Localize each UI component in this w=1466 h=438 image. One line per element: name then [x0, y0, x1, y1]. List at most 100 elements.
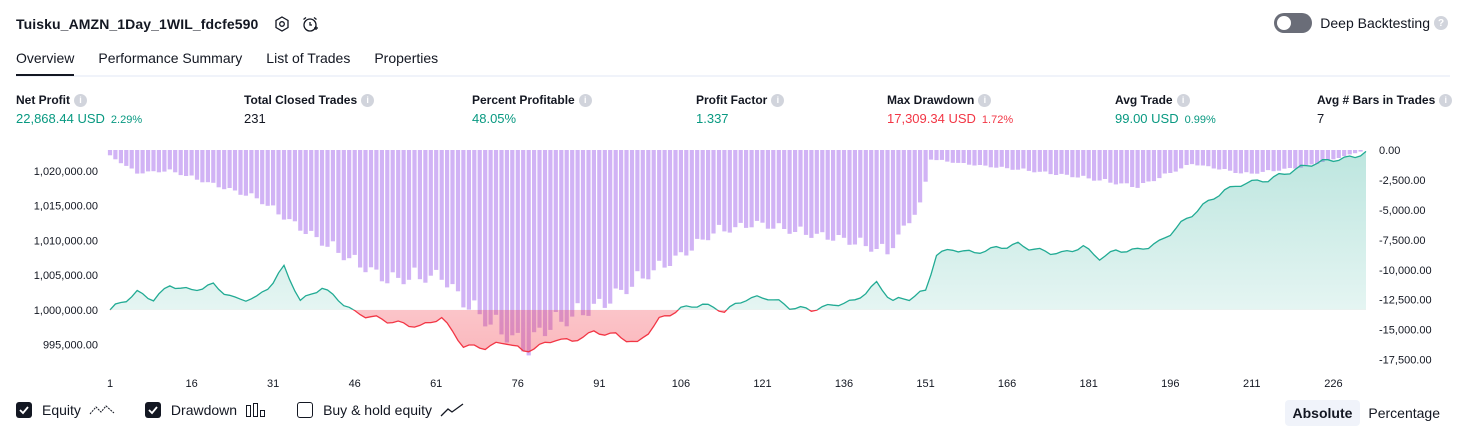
metric-percent-profitable: Percent Profitable i 48.05% — [472, 93, 592, 126]
drawdown-bar — [662, 150, 667, 268]
info-icon[interactable]: i — [771, 93, 785, 107]
drawdown-bar — [771, 150, 776, 229]
buy-hold-label: Buy & hold equity — [323, 402, 433, 418]
drawdown-bar — [1179, 150, 1184, 169]
drawdown-bar — [178, 150, 183, 176]
drawdown-bar — [341, 150, 346, 261]
equity-area-below — [110, 309, 1366, 352]
drawdown-bar — [352, 150, 357, 255]
drawdown-bar — [129, 150, 134, 169]
drawdown-bar — [515, 150, 520, 333]
drawdown-bar — [450, 150, 455, 285]
drawdown-bar — [880, 150, 885, 244]
x-axis-label: 211 — [1243, 378, 1261, 390]
drawdown-bar — [1336, 150, 1341, 158]
info-icon[interactable]: i — [1439, 93, 1453, 107]
drawdown-bar — [483, 150, 488, 327]
drawdown-bar — [184, 150, 189, 176]
drawdown-bar — [319, 150, 325, 246]
drawdown-bar — [521, 150, 526, 352]
info-icon[interactable]: i — [1176, 93, 1190, 107]
drawdown-bar — [744, 150, 749, 228]
drawdown-bar — [727, 150, 732, 233]
drawdown-bar — [945, 150, 950, 162]
equity-area-above — [110, 151, 1366, 310]
drawdown-bar — [896, 150, 901, 235]
drawdown-bar — [847, 150, 852, 245]
drawdown-bar — [211, 150, 216, 183]
metric-value: 99.00 USD — [1115, 111, 1179, 126]
drawdown-bar — [629, 150, 635, 287]
drawdown-bar — [831, 150, 836, 241]
tab-list-of-trades[interactable]: List of Trades — [266, 50, 351, 66]
x-axis-label: 106 — [672, 378, 690, 390]
tab-performance-summary[interactable]: Performance Summary — [98, 50, 243, 66]
drawdown-bar — [874, 150, 879, 249]
buy-hold-checkbox[interactable] — [297, 402, 314, 418]
drawdown-bar — [162, 150, 167, 172]
metric-label: Avg # Bars in Trades — [1317, 93, 1436, 107]
help-icon[interactable]: ? — [1434, 16, 1448, 30]
percentage-button[interactable]: Percentage — [1368, 405, 1440, 421]
absolute-button[interactable]: Absolute — [1284, 400, 1361, 426]
metric-total-closed-trades: Total Closed Trades i 231 — [244, 93, 375, 126]
drawdown-bar — [1222, 150, 1227, 169]
drawdown-bar — [1005, 150, 1010, 169]
drawdown-bar — [695, 150, 700, 239]
legend-buy-hold[interactable]: Buy & hold equity — [297, 402, 464, 418]
drawdown-bar — [303, 150, 308, 234]
equity-checkbox[interactable] — [16, 402, 32, 418]
drawdown-label: Drawdown — [170, 402, 238, 418]
left-axis-label: 1,000,000.00 — [34, 305, 98, 317]
drawdown-bar — [493, 150, 499, 315]
drawdown-bar — [1141, 150, 1146, 183]
drawdown-bar — [417, 150, 422, 280]
info-icon[interactable]: i — [978, 93, 992, 107]
drawdown-bar — [401, 150, 406, 285]
drawdown-bar — [298, 150, 303, 231]
drawdown-bar — [379, 150, 384, 282]
drawdown-bar — [385, 150, 390, 284]
drawdown-bar — [292, 150, 297, 222]
deep-backtesting-toggle[interactable] — [1274, 13, 1313, 33]
drawdown-bar — [1233, 150, 1238, 173]
drawdown-bar — [254, 150, 259, 199]
equity-chart[interactable]: 1,020,000.00 1,015,000.00 1,010,000.00 1,00… — [0, 140, 1466, 396]
info-icon[interactable]: i — [74, 93, 87, 107]
deep-backtesting: Deep Backtesting ? — [1274, 13, 1448, 33]
drawdown-bar — [325, 150, 330, 247]
drawdown-bar — [455, 150, 461, 292]
drawdown-bar — [243, 150, 248, 196]
drawdown-bar — [1113, 150, 1118, 185]
tab-properties[interactable]: Properties — [374, 50, 439, 66]
drawdown-bar — [1287, 150, 1292, 168]
drawdown-bar — [1228, 150, 1233, 171]
drawdown-bar — [118, 150, 123, 164]
drawdown-checkbox[interactable] — [144, 402, 161, 418]
right-axis-label: -17,500.00 — [1379, 355, 1432, 367]
tab-overview[interactable]: Overview — [16, 46, 75, 76]
add-alert-icon[interactable] — [300, 14, 320, 34]
info-icon[interactable]: i — [578, 93, 592, 107]
drawdown-bar — [1070, 150, 1075, 178]
drawdown-bar — [499, 150, 504, 335]
drawdown-bar — [1146, 150, 1151, 182]
legend-drawdown[interactable]: Drawdown — [144, 402, 267, 418]
settings-icon[interactable] — [272, 14, 292, 34]
drawdown-bar — [238, 150, 243, 195]
drawdown-bar — [1059, 150, 1064, 174]
drawdown-bar — [1195, 150, 1200, 166]
drawdown-bar — [901, 150, 906, 226]
drawdown-bar — [858, 150, 863, 238]
drawdown-bar — [1271, 150, 1276, 172]
drawdown-bar — [667, 150, 673, 266]
drawdown-bar — [1304, 150, 1309, 165]
drawdown-bar — [950, 150, 955, 163]
drawdown-bars-icon — [245, 402, 267, 418]
info-icon[interactable]: i — [361, 93, 375, 107]
drawdown-bar — [1347, 150, 1352, 155]
drawdown-bar — [1315, 150, 1320, 164]
legend-equity[interactable]: Equity — [16, 402, 115, 418]
drawdown-bar — [1010, 150, 1015, 170]
drawdown-bar — [135, 150, 140, 174]
